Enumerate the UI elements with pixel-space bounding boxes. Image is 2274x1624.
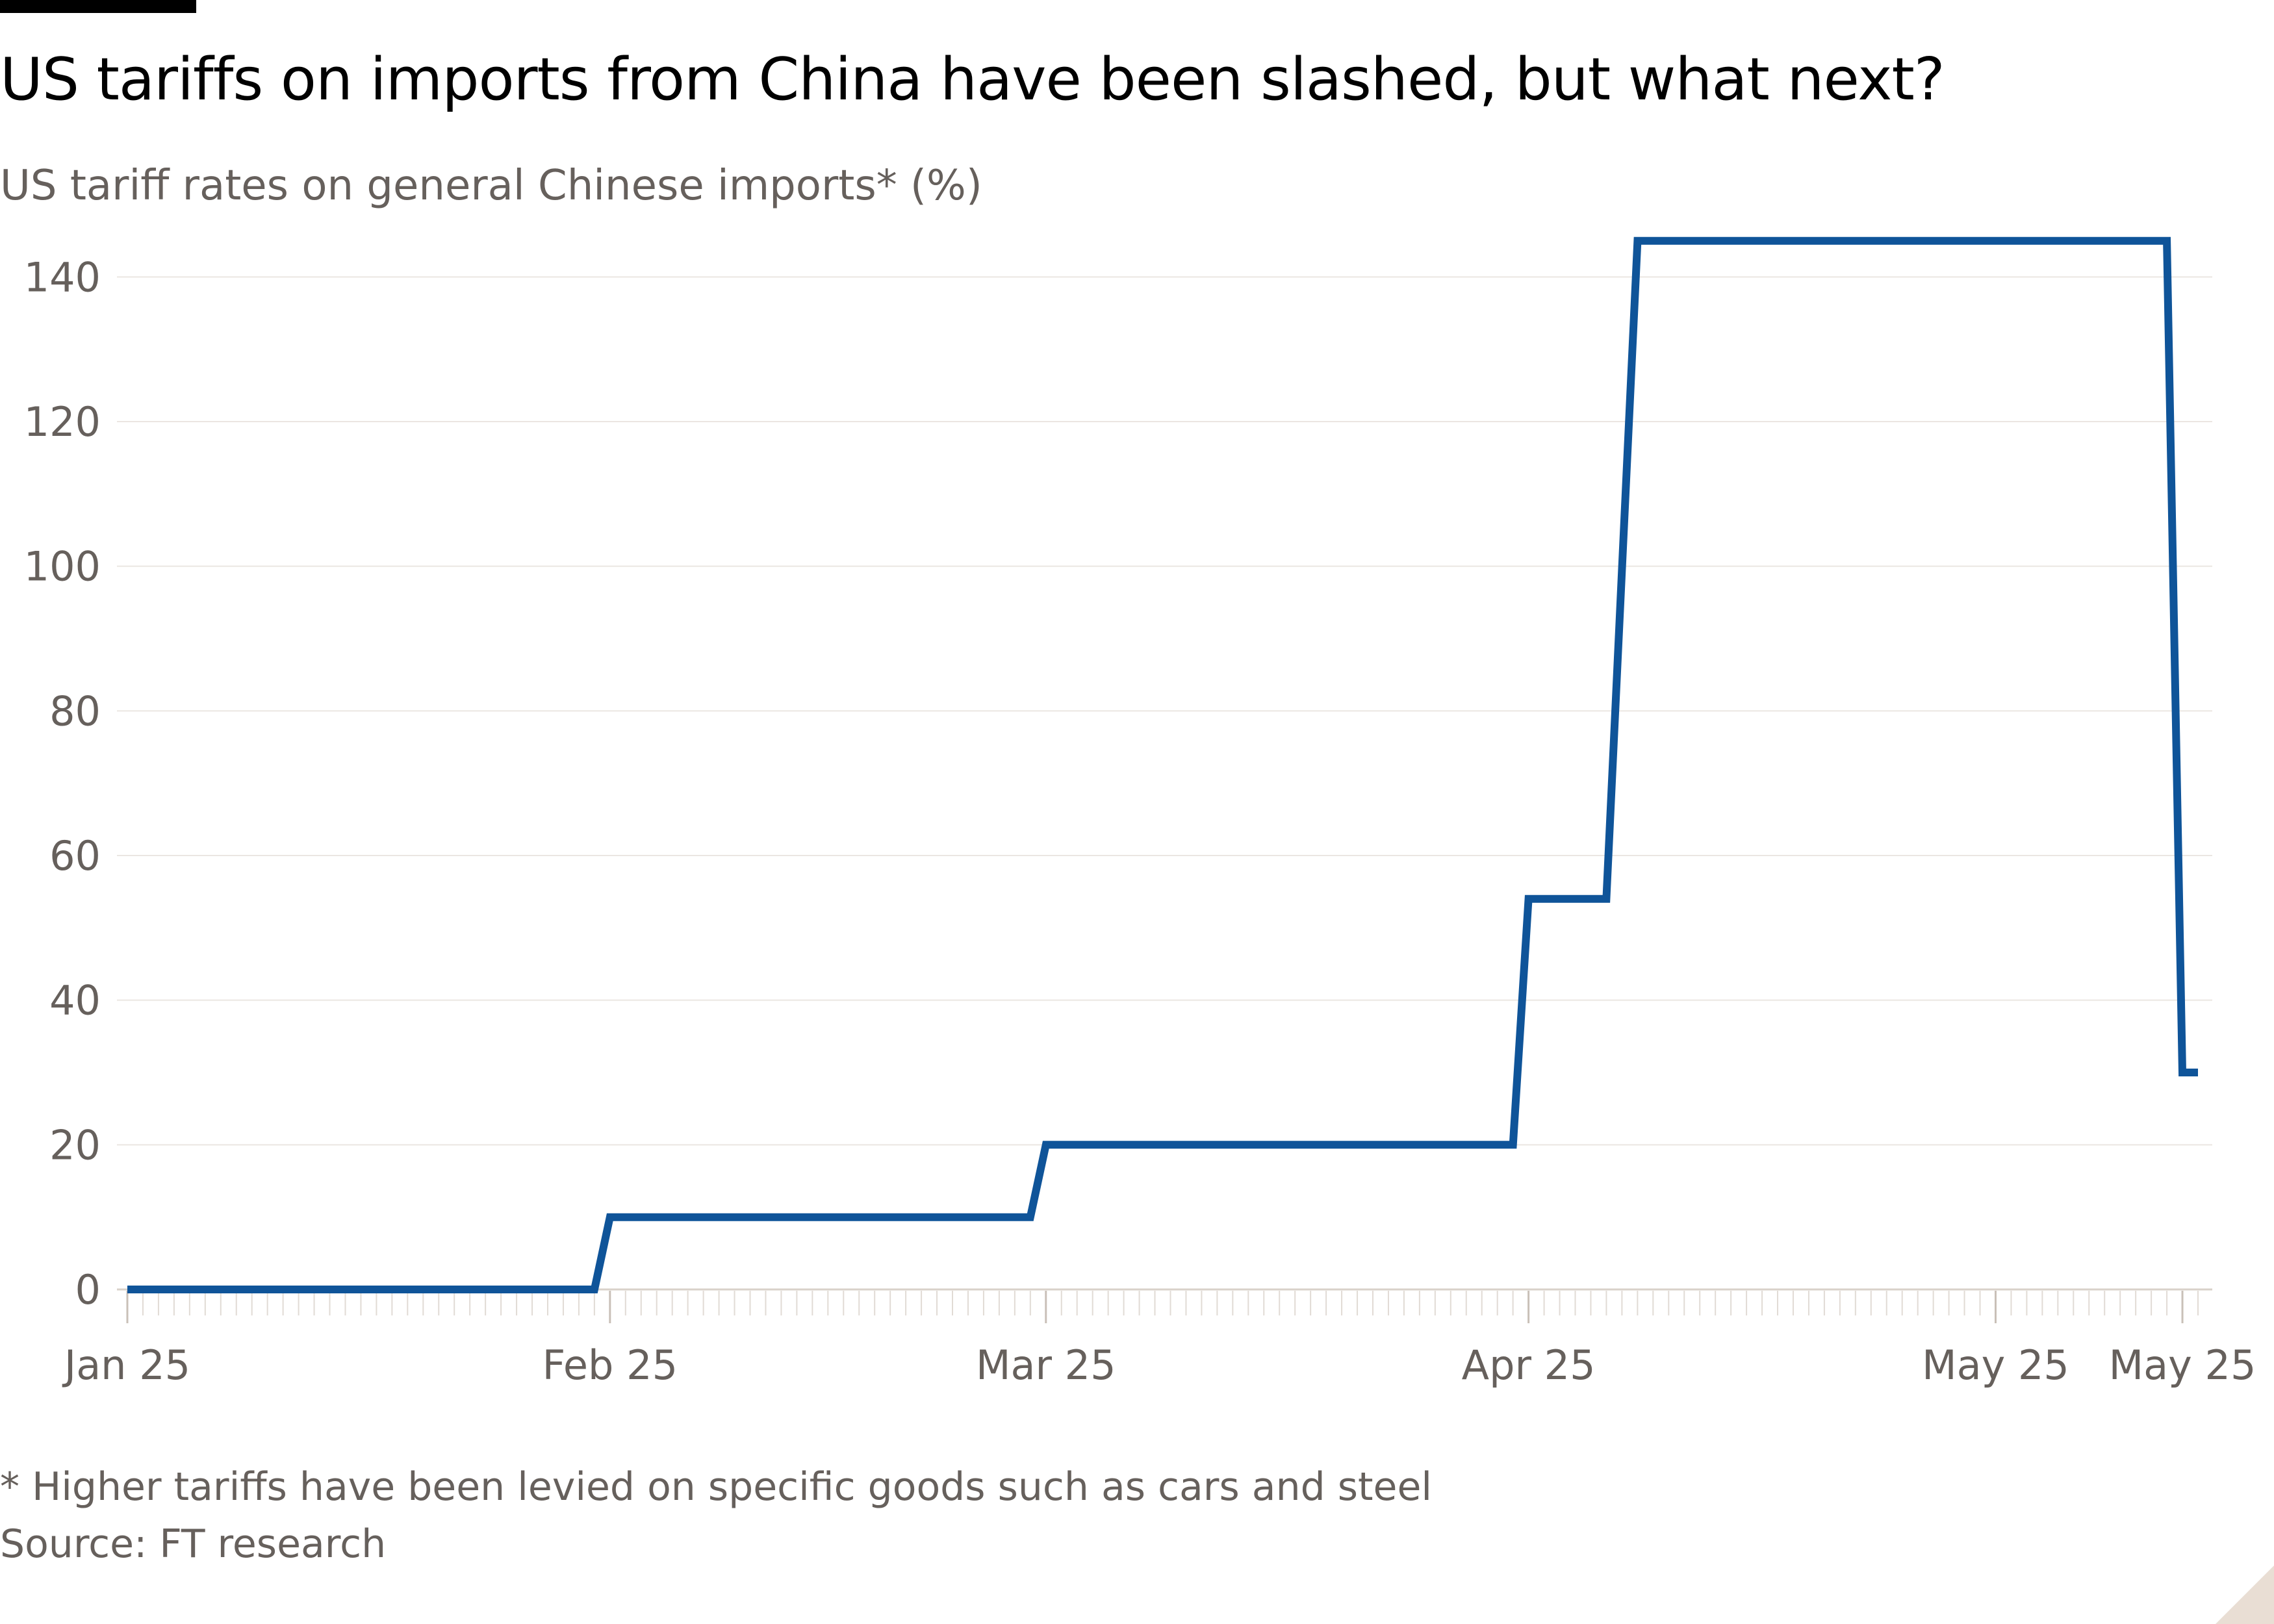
y-tick-label-60: 60 [49, 832, 101, 880]
x-tick-label-2: Mar 25 [976, 1341, 1116, 1389]
chart-subtitle: US tariff rates on general Chinese impor… [0, 162, 982, 210]
x-axis-ticks [126, 1291, 2199, 1323]
x-tick-label-4: May 25 [1922, 1341, 2069, 1389]
y-tick-label-120: 120 [24, 398, 101, 446]
footnote: * Higher tariffs have been levied on spe… [0, 1464, 1433, 1510]
series-layer [127, 236, 2198, 1293]
source-note: Source: FT research [0, 1521, 387, 1567]
y-tick-label-40: 40 [49, 977, 101, 1024]
corner-mark [2216, 1566, 2274, 1624]
y-axis-labels: 0 20 40 60 80 100 120 140 [24, 253, 101, 1313]
y-tick-label-0: 0 [75, 1266, 101, 1313]
y-tick-label-140: 140 [24, 253, 101, 301]
chart-title: US tariffs on imports from China have be… [0, 45, 1945, 114]
y-tick-label-100: 100 [24, 543, 101, 590]
x-axis-labels: Jan 25 Feb 25 Mar 25 Apr 25 May 25 May 25 [62, 1341, 2256, 1389]
y-tick-label-80: 80 [49, 687, 101, 735]
x-tick-label-3: Apr 25 [1462, 1341, 1596, 1389]
x-tick-label-1: Feb 25 [543, 1341, 678, 1389]
y-tick-label-20: 20 [49, 1121, 101, 1169]
x-tick-label-5: May 25 [2109, 1341, 2256, 1389]
series-line-0 [127, 236, 2198, 1293]
brand-top-bar [0, 0, 196, 13]
x-tick-label-0: Jan 25 [62, 1341, 190, 1389]
gridlines [117, 276, 2212, 1291]
